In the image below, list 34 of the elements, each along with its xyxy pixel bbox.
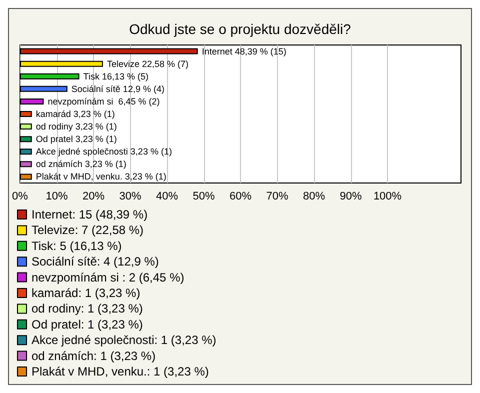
data-label: nevzpomínám si 6,45 % (2) (48, 96, 160, 106)
chart-title: Odkud jste se o projektu dozvěděli? (129, 21, 352, 37)
x-tick-label: 60% (229, 190, 252, 202)
x-tick-label: 0% (12, 190, 28, 202)
legend-label: Tisk: 5 (16,13 %) (32, 238, 122, 253)
legend-label: nevzpomínám si : 2 (6,45 %) (32, 270, 184, 284)
x-tick-label: 80% (302, 190, 326, 202)
legend-label: od známích: 1 (3,23 %) (32, 348, 156, 363)
legend-label: od rodiny: 1 (3,23 %) (32, 302, 143, 316)
x-tick-label: 100% (373, 190, 402, 202)
x-tick-label: 10% (46, 190, 68, 202)
data-label: Plakát v MHD, venku. 3,23 % (1) (36, 172, 166, 182)
data-label: od rodiny 3,23 % (1) (36, 122, 117, 132)
legend-label: Akce jedné společnosti: 1 (3,23 %) (32, 333, 216, 348)
x-tick-label: 30% (119, 190, 142, 202)
legend-label: Televize: 7 (22,58 %) (32, 223, 144, 238)
x-tick-label: 40% (156, 190, 178, 202)
legend-label: Plakát v MHD, venku.: 1 (3,23 %) (32, 364, 209, 378)
data-label: kamarád 3,23 % (1) (36, 109, 115, 119)
x-tick-label: 90% (340, 190, 362, 202)
x-tick-label: 20% (82, 190, 105, 202)
legend-label: Sociální sítě: 4 (12,9 %) (32, 254, 159, 269)
legend-label: Od pratel: 1 (3,23 %) (32, 317, 143, 332)
x-tick-label: 70% (266, 190, 288, 202)
data-label: Internet 48,39 % (15) (202, 46, 286, 56)
data-label: od známích 3,23 % (1) (36, 159, 126, 170)
data-label: Televize 22,58 % (7) (106, 58, 189, 69)
data-label: Tisk 16,13 % (5) (83, 71, 148, 82)
data-label: Sociální sítě 12,9 % (4) (71, 84, 164, 94)
legend-label: Internet: 15 (48,39 %) (32, 208, 148, 222)
x-tick-label: 50% (192, 190, 215, 202)
data-label: Od pratel 3,23 % (1) (36, 134, 117, 144)
data-label: Akce jedné společnosti 3,23 % (1) (36, 146, 172, 157)
legend-label: kamarád: 1 (3,23 %) (32, 286, 140, 300)
